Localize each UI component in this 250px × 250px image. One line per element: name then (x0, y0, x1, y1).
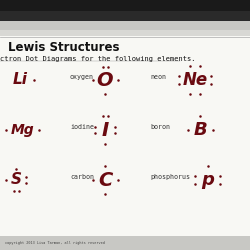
Text: O: O (97, 70, 113, 90)
Bar (0, 11, 250, 21)
Text: p: p (201, 171, 214, 189)
Text: Mg: Mg (11, 123, 34, 137)
Text: oxygen: oxygen (70, 74, 94, 80)
Text: phosphorus: phosphorus (150, 174, 190, 180)
Text: S: S (11, 172, 22, 188)
Text: Ne: Ne (182, 71, 208, 89)
Text: iodine: iodine (70, 124, 94, 130)
Text: B: B (193, 121, 207, 139)
Bar (0, 30, 250, 36)
Text: ctron Dot Diagrams for the following elements.: ctron Dot Diagrams for the following ele… (0, 56, 196, 62)
Text: Li: Li (12, 72, 28, 88)
Text: carbon: carbon (70, 174, 94, 180)
Text: I: I (102, 120, 108, 140)
Bar (0, 21, 250, 30)
Bar (0, 0, 250, 11)
Text: Lewis Structures: Lewis Structures (8, 41, 119, 54)
Text: boron: boron (150, 124, 170, 130)
Text: copyright 2013 Lisa Tarman, all rights reserved: copyright 2013 Lisa Tarman, all rights r… (5, 241, 105, 245)
Text: neon: neon (150, 74, 166, 80)
Bar (0, 236, 250, 250)
Text: C: C (98, 170, 112, 190)
